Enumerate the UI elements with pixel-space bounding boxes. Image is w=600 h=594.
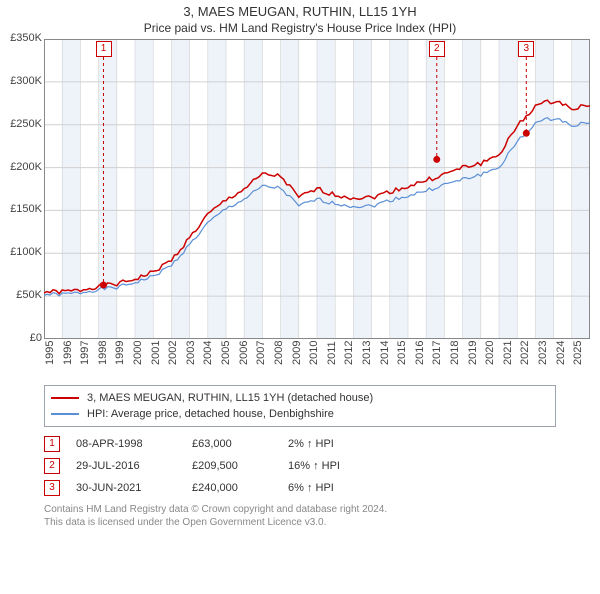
x-tick-label: 2021 [502,341,520,379]
x-tick-label: 2022 [519,341,537,379]
legend-label: HPI: Average price, detached house, Denb… [87,408,334,420]
x-tick-label: 2017 [431,341,449,379]
y-tick-label: £250K [0,118,42,130]
y-tick-label: £100K [0,246,42,258]
event-row: 2 29-JUL-2016 £209,500 16% ↑ HPI [44,455,556,477]
event-pct: 16% ↑ HPI [288,460,378,472]
legend-item: 3, MAES MEUGAN, RUTHIN, LL15 1YH (detach… [51,390,549,406]
x-axis: 1995199619971998199920002001200220032004… [44,341,590,379]
event-table: 1 08-APR-1998 £63,000 2% ↑ HPI 2 29-JUL-2016 £… [44,433,556,499]
event-price: £63,000 [192,438,272,450]
legend-label: 3, MAES MEUGAN, RUTHIN, LL15 1YH (detach… [87,392,373,404]
license-text: Contains HM Land Registry data © Crown c… [44,503,556,529]
event-price: £240,000 [192,482,272,494]
x-tick-label: 2007 [255,341,273,379]
x-tick-label: 2009 [291,341,309,379]
event-price: £209,500 [192,460,272,472]
x-tick-label: 1999 [114,341,132,379]
x-tick-label: 2014 [379,341,397,379]
event-date: 29-JUL-2016 [76,460,176,472]
x-tick-label: 2000 [132,341,150,379]
x-tick-label: 2011 [326,341,344,379]
x-tick-label: 1995 [44,341,62,379]
x-tick-label: 2005 [220,341,238,379]
x-tick-label: 2018 [449,341,467,379]
event-row: 1 08-APR-1998 £63,000 2% ↑ HPI [44,433,556,455]
x-tick-label: 1997 [79,341,97,379]
event-row-badge: 1 [44,436,60,452]
x-tick-label: 2004 [202,341,220,379]
x-tick-label: 1996 [62,341,80,379]
legend-swatch [51,397,79,399]
y-tick-label: £200K [0,161,42,173]
event-row: 3 30-JUN-2021 £240,000 6% ↑ HPI [44,477,556,499]
x-tick-label: 2024 [555,341,573,379]
x-tick-label: 1998 [97,341,115,379]
event-date: 30-JUN-2021 [76,482,176,494]
page-title: 3, MAES MEUGAN, RUTHIN, LL15 1YH [0,4,600,19]
x-tick-label: 2001 [150,341,168,379]
event-pct: 6% ↑ HPI [288,482,378,494]
x-tick-label: 2019 [467,341,485,379]
x-tick-label: 2010 [308,341,326,379]
x-tick-label: 2015 [396,341,414,379]
y-tick-label: £150K [0,203,42,215]
x-tick-label: 2020 [484,341,502,379]
x-tick-label: 2006 [238,341,256,379]
event-date: 08-APR-1998 [76,438,176,450]
x-tick-label: 2003 [185,341,203,379]
x-tick-label: 2016 [414,341,432,379]
event-row-badge: 2 [44,458,60,474]
y-tick-label: £350K [0,32,42,44]
x-tick-label: 2023 [537,341,555,379]
event-pct: 2% ↑ HPI [288,438,378,450]
x-tick-label: 2002 [167,341,185,379]
x-tick-label: 2012 [343,341,361,379]
x-tick-label: 2013 [361,341,379,379]
line-chart [44,39,590,339]
y-tick-label: £300K [0,75,42,87]
y-tick-label: £0 [0,332,42,344]
x-tick-label: 2008 [273,341,291,379]
y-tick-label: £50K [0,289,42,301]
page-subtitle: Price paid vs. HM Land Registry's House … [0,21,600,35]
legend: 3, MAES MEUGAN, RUTHIN, LL15 1YH (detach… [44,385,556,427]
event-row-badge: 3 [44,480,60,496]
legend-item: HPI: Average price, detached house, Denb… [51,406,549,422]
license-line: This data is licensed under the Open Gov… [44,516,556,529]
legend-swatch [51,413,79,415]
chart-area: £0£50K£100K£150K£200K£250K£300K£350K 199… [44,39,590,379]
license-line: Contains HM Land Registry data © Crown c… [44,503,556,516]
x-tick-label: 2025 [572,341,590,379]
